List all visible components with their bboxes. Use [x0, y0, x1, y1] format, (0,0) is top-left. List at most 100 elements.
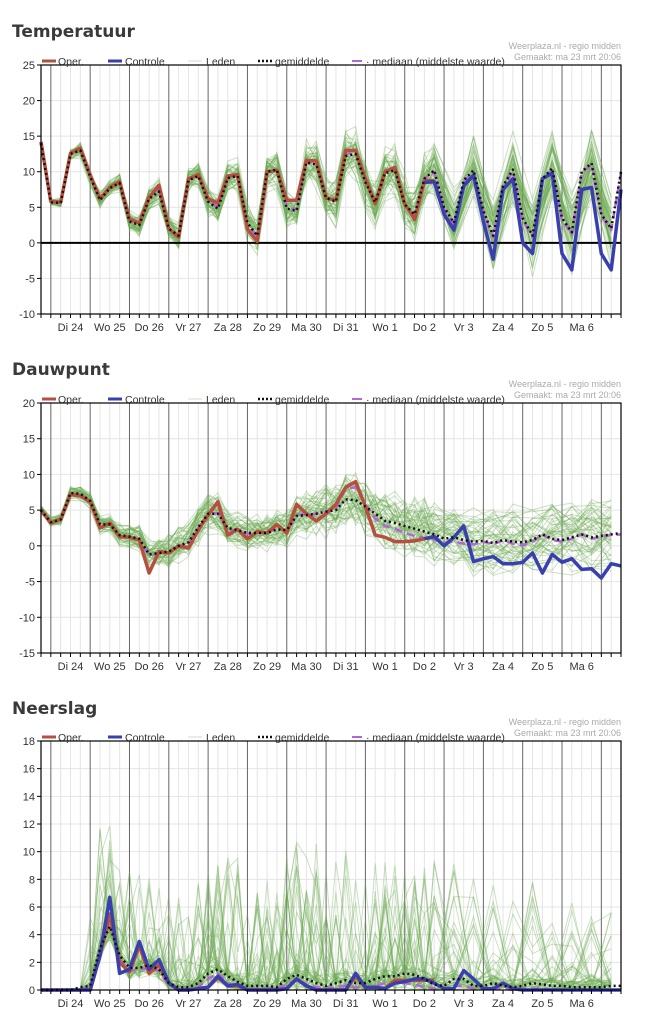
attribution-created: Gemaakt: ma 23 mrt 20:06 — [514, 52, 621, 62]
x-day-label: Vr 3 — [454, 661, 474, 673]
ensemble-member-line — [40, 490, 612, 567]
ensemble-member-line — [41, 866, 612, 991]
legend-label-mediaan: · mediaan (middelste waarde) — [366, 394, 505, 406]
ensemble-member-line — [40, 491, 612, 560]
y-tick-label: -10 — [19, 612, 35, 624]
x-day-label: Vr 27 — [176, 322, 202, 334]
y-tick-label: 0 — [29, 541, 35, 553]
y-tick-label: 10 — [23, 847, 35, 859]
x-day-label: Vr 27 — [176, 998, 202, 1010]
x-day-label: Do 26 — [134, 322, 163, 334]
grid — [40, 64, 622, 315]
legend-label-gemiddelde: gemiddelde — [275, 56, 329, 68]
ensemble-member-line — [40, 497, 612, 576]
legend-label-controle: Controle — [125, 732, 165, 744]
x-day-label: Ma 6 — [569, 322, 593, 334]
x-day-label: Do 2 — [413, 322, 436, 334]
plot-frame — [40, 740, 622, 991]
ensemble-member-line — [41, 844, 612, 992]
x-day-label: Di 31 — [333, 661, 359, 673]
ensemble-member-line — [40, 491, 612, 567]
x-day-label: Za 4 — [492, 998, 514, 1010]
temperatuur-chart: 25 20 15 10 5 0 -5 -10 Di 24 Wo 25 Do 26 Vr 27 Za 28… — [19, 41, 623, 334]
ensemble-member-line — [40, 494, 612, 556]
legend: Oper. Controle Leden gemiddelde · mediaan (m… — [42, 732, 505, 744]
ensemble-member-line — [41, 890, 612, 991]
y-tick-label: -10 — [19, 309, 35, 321]
ensemble-member-line — [41, 884, 612, 991]
ensemble-member-line — [41, 905, 612, 991]
attribution-source: Weerplaza.nl - regio midden — [509, 717, 621, 727]
ensemble-member-line — [40, 143, 612, 259]
ensemble-member-line — [41, 870, 612, 991]
ensemble-member-line — [40, 471, 612, 554]
grid — [40, 740, 622, 991]
attribution-created: Gemaakt: ma 23 mrt 20:06 — [514, 390, 621, 400]
legend-label-oper: Oper. — [58, 394, 84, 406]
ensemble-member-line — [40, 491, 612, 568]
x-day-label: Ma 30 — [291, 661, 322, 673]
x-day-label: Za 28 — [214, 998, 242, 1010]
x-day-label: Wo 25 — [94, 998, 126, 1010]
legend-label-mediaan: · mediaan (middelste waarde) — [366, 732, 505, 744]
x-day-label: Wo 1 — [372, 661, 397, 673]
y-tick-label: -5 — [25, 577, 35, 589]
ensemble-member-line — [41, 862, 612, 991]
ensemble-member-line — [41, 874, 612, 991]
legend-label-mediaan: · mediaan (middelste waarde) — [366, 56, 505, 68]
x-day-label: Zo 29 — [253, 998, 281, 1010]
ensemble-member-line — [40, 482, 612, 551]
legend-label-oper: Oper. — [58, 732, 84, 744]
y-tick-label: 20 — [23, 96, 35, 108]
x-day-label: Ma 6 — [569, 661, 593, 673]
x-day-label: Do 26 — [134, 661, 163, 673]
x-day-label: Za 28 — [214, 322, 242, 334]
legend-label-leden: Leden — [206, 732, 235, 744]
y-tick-label: 5 — [29, 202, 35, 214]
ensemble-member-line — [41, 873, 612, 991]
ensemble-member-line — [40, 494, 612, 578]
ensemble-member-line — [41, 856, 612, 991]
ensemble-member-line — [40, 487, 612, 555]
legend-label-gemiddelde: gemiddelde — [275, 394, 329, 406]
series-gemiddelde — [40, 491, 622, 556]
ensemble-member-line — [41, 893, 612, 991]
ensemble-member-line — [41, 840, 612, 991]
y-tick-label: 10 — [23, 167, 35, 179]
x-day-label: Di 24 — [58, 322, 84, 334]
legend-label-gemiddelde: gemiddelde — [275, 732, 329, 744]
y-tick-label: 15 — [23, 131, 35, 143]
legend-label-controle: Controle — [125, 394, 165, 406]
x-day-label: Di 24 — [58, 998, 84, 1010]
ensemble-member-line — [40, 489, 612, 564]
ensemble-member-line — [41, 869, 612, 992]
x-day-label: Za 4 — [492, 661, 514, 673]
ensemble-member-line — [40, 479, 612, 559]
x-day-label: Vr 3 — [454, 998, 474, 1010]
ensemble-member-line — [40, 478, 612, 546]
panel-title-dauwpunt: Dauwpunt — [12, 360, 110, 380]
y-tick-label: 14 — [23, 791, 35, 803]
ensemble-member-line — [40, 143, 612, 277]
y-tick-label: 0 — [29, 985, 35, 997]
series-gemiddelde — [41, 925, 621, 992]
plot-frame — [40, 64, 622, 315]
y-tick-label: 8 — [29, 874, 35, 886]
ensemble-member-line — [40, 489, 612, 559]
x-day-label: Zo 5 — [531, 998, 553, 1010]
series-oper — [39, 479, 435, 575]
x-day-label: Za 28 — [214, 661, 242, 673]
ensemble-member-line — [40, 476, 612, 555]
x-day-label: Za 4 — [492, 322, 514, 334]
plot-frame — [40, 402, 622, 654]
ensemble-member-line — [40, 493, 612, 572]
legend: Oper. Controle Leden gemiddelde · mediaan (m… — [42, 394, 505, 406]
x-day-label: Vr 3 — [454, 322, 474, 334]
ensemble-member-line — [41, 875, 612, 992]
x-day-label: Vr 27 — [176, 661, 202, 673]
ensemble-member-line — [41, 889, 612, 992]
attribution-source: Weerplaza.nl - regio midden — [509, 379, 621, 389]
x-day-label: Zo 5 — [531, 322, 553, 334]
series-controle — [424, 524, 622, 580]
series-controle — [424, 171, 623, 272]
